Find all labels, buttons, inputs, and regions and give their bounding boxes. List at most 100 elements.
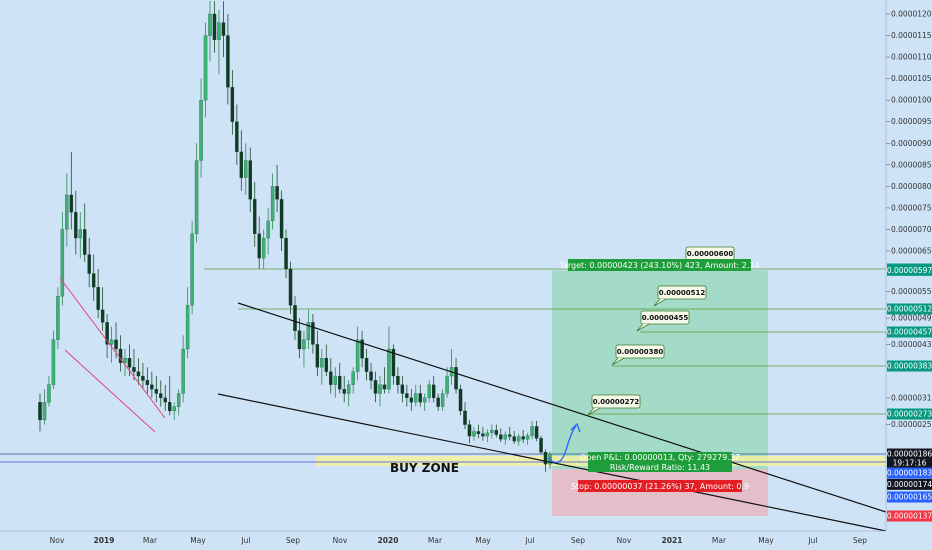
time-tick-label: Mar: [712, 536, 727, 545]
price-tag-label: 0.00000512: [887, 305, 932, 314]
candle-body: [396, 375, 400, 385]
buy-zone-label: BUY ZONE: [390, 461, 459, 475]
price-axis[interactable]: 0.00001200 0.00001150 0.00001100 0.00001050…: [885, 0, 932, 550]
candle-body: [481, 433, 485, 437]
candle-body: [145, 380, 150, 385]
price-tick-label: 0.00000850: [891, 160, 932, 169]
candle-body: [391, 348, 396, 377]
candle-body: [230, 87, 235, 122]
candle-body: [217, 22, 221, 40]
candle-body: [297, 330, 302, 350]
price-tick-label: 0.00000310: [891, 393, 932, 402]
candle-body: [315, 344, 320, 368]
price-tag: [887, 303, 932, 315]
target-callout: 0.00000272: [587, 394, 641, 416]
candle-body: [235, 121, 239, 152]
candle-body: [270, 186, 275, 221]
time-tick-label: Nov: [50, 536, 65, 545]
candle-body: [512, 436, 516, 442]
price-tick-label: 0.00000490: [891, 314, 932, 323]
price-tag: [887, 457, 932, 469]
candle-body: [244, 160, 248, 178]
candle-body: [440, 393, 445, 407]
price-tag: [887, 467, 932, 479]
target-callout-box: [640, 310, 690, 325]
price-tag-label: 0.00000174: [887, 480, 932, 489]
time-tick-label: Mar: [143, 536, 158, 545]
price-tag: [887, 478, 932, 490]
price-tick-label: 0.00000750: [891, 203, 932, 212]
candle-body: [56, 296, 60, 340]
candle-body: [360, 339, 364, 359]
price-tick-label: 0.00000650: [891, 247, 932, 256]
candle-body: [203, 35, 208, 101]
candle-body: [176, 393, 181, 407]
price-tag: [887, 510, 932, 522]
candle-body: [159, 393, 163, 398]
price-tag: [887, 491, 932, 503]
time-tick-label: Jul: [807, 536, 817, 545]
time-tick-label: Sep: [286, 536, 300, 545]
candle-body: [320, 358, 324, 368]
candle-body: [47, 384, 51, 403]
price-tag-label: 0.00000165: [887, 493, 932, 502]
candle-body: [333, 375, 337, 385]
time-tick-label: May: [758, 536, 774, 545]
candle-body: [338, 375, 342, 390]
candle-body: [329, 371, 333, 385]
candle-body: [181, 348, 185, 394]
candle-body: [454, 367, 458, 390]
candle-body: [311, 322, 315, 345]
candle-body: [378, 384, 382, 394]
candle-body: [51, 339, 56, 385]
price-tick-label: 0.00000430: [891, 340, 932, 349]
time-tick-label: Mar: [428, 536, 443, 545]
position-labels: Target: 0.00000423 (243.10%) 423, Amount…: [558, 259, 760, 492]
risk-reward-box: [588, 462, 732, 472]
candle-body: [91, 273, 96, 288]
time-tick-label: Sep: [853, 536, 867, 545]
price-tag-label: 0.00000186: [887, 450, 932, 459]
candle-body: [472, 431, 476, 437]
candle-body: [324, 358, 329, 372]
candle-body: [342, 389, 346, 394]
candle-body: [248, 160, 252, 200]
candle-body: [163, 397, 167, 403]
candle-body: [109, 339, 114, 345]
price-tick-label: 0.00001100: [891, 53, 932, 62]
price-tag-label: 0.00000457: [887, 328, 932, 337]
projection-arrowhead: [570, 422, 581, 433]
candle-body: [431, 384, 436, 398]
price-tick-label: 0.00000800: [891, 182, 932, 191]
candle-body: [463, 410, 467, 425]
candle-body: [65, 194, 69, 230]
candle-body: [521, 436, 525, 440]
candle-body: [87, 254, 91, 274]
time-tick-label: 2020: [378, 536, 399, 545]
candle-body: [136, 371, 141, 377]
candle-body: [405, 393, 409, 398]
stop-zone: [552, 469, 768, 516]
candle-body: [364, 358, 369, 372]
target-callout-box: [591, 394, 641, 409]
candle-body: [373, 380, 378, 394]
candle-body: [60, 229, 65, 297]
candle-body: [414, 393, 418, 403]
target-callout-label: 0.00000272: [593, 398, 640, 406]
candle-body: [185, 305, 190, 350]
time-axis[interactable]: Nov 2019 Mar May Jul Sep Nov 2020 Mar May Jul Sep No…: [0, 530, 932, 550]
candle-body: [534, 426, 539, 439]
candle-body: [476, 431, 481, 434]
upper-trendline: [237, 302, 887, 513]
time-tick-label: 2021: [662, 536, 683, 545]
target-callout: 0.00000380: [611, 344, 665, 366]
candle-body: [221, 22, 226, 36]
time-tick-label: Nov: [333, 536, 348, 545]
target-zone: [552, 270, 768, 470]
target-callout: 0.00000455: [636, 310, 690, 332]
candle-body: [150, 384, 154, 390]
candle-body: [127, 358, 132, 368]
candle-body: [83, 229, 87, 255]
